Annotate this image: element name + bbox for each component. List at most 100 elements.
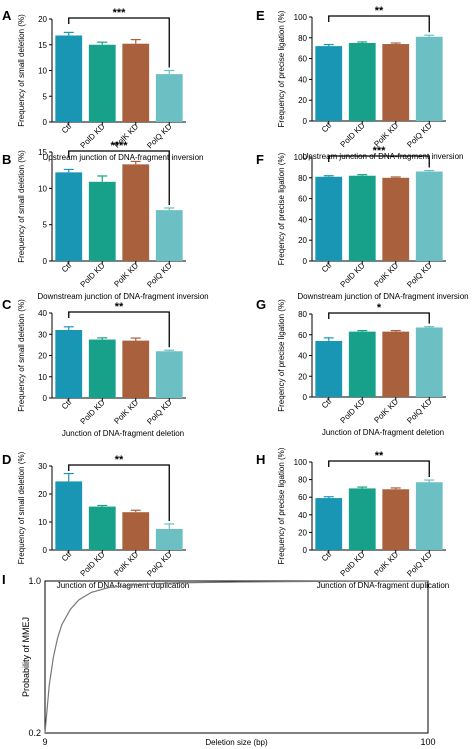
x-tick-label: Ctl (60, 261, 73, 274)
significance-bracket (68, 311, 170, 348)
bar (55, 481, 83, 550)
bar (122, 340, 150, 398)
x-tick-label: PolK KD (112, 550, 140, 578)
bar (315, 340, 343, 397)
x-axis-label: Downstream junction of DNA-fragment inve… (297, 292, 468, 301)
bar (415, 482, 443, 550)
x-tick-label: PolD KD (339, 550, 367, 578)
y-tick-label: 40 (298, 215, 307, 224)
y-tick-label: 15 (38, 148, 47, 157)
bar (348, 43, 376, 121)
x-axis-label: Junction of DNA-fragment duplication (317, 581, 450, 590)
bar (55, 35, 83, 123)
y-tick-label: 60 (298, 493, 307, 502)
y-tick-label: 0.2 (28, 728, 41, 738)
y-tick-label: 0 (43, 546, 48, 555)
x-tick-label: PolK KD (112, 398, 140, 426)
y-tick-label: 100 (294, 458, 308, 467)
significance-bracket (328, 460, 430, 478)
x-tick-label: 9 (42, 737, 47, 747)
bar (55, 172, 83, 261)
y-tick-label: 60 (298, 195, 307, 204)
panel-letter: G (256, 297, 266, 312)
y-axis-label: Frequency of small deletion (%) (17, 14, 26, 127)
y-tick-label: 0 (303, 393, 308, 402)
panel-letter: H (256, 452, 265, 467)
significance-label: *** (373, 145, 387, 157)
bar (155, 210, 183, 261)
significance-label: ** (115, 454, 124, 466)
significance-label: ** (115, 301, 124, 313)
bar (155, 74, 183, 122)
panel-letter: B (2, 152, 11, 167)
x-tick-label: PolK KD (372, 261, 400, 289)
bar (348, 331, 376, 397)
y-tick-label: 5 (43, 221, 48, 230)
y-tick-label: 0 (43, 394, 48, 403)
x-tick-label: Ctl (60, 398, 73, 411)
y-axis-label: Freqency of precise ligation (%) (277, 152, 286, 265)
x-axis-label: Downstream junction of DNA-fragment inve… (37, 292, 208, 301)
significance-bracket (328, 155, 430, 168)
panel-letter: D (2, 452, 11, 467)
y-tick-label: 0 (303, 117, 308, 126)
bar (155, 351, 183, 398)
mmej-probability-line (44, 580, 429, 734)
y-tick-label: 20 (298, 96, 307, 105)
bar (382, 489, 410, 550)
y-tick-label: 40 (298, 75, 307, 84)
significance-label: ** (375, 5, 384, 17)
y-tick-label: 20 (38, 352, 47, 361)
plot-frame (44, 580, 429, 734)
bar (382, 331, 410, 397)
bar (415, 327, 443, 397)
bar (348, 175, 376, 261)
y-tick-label: 1.0 (28, 576, 41, 586)
x-tick-label: 100 (420, 737, 435, 747)
y-axis-label: Freqency of precise ligation (%) (277, 299, 286, 412)
x-tick-label: PolQ KD (145, 261, 174, 290)
x-tick-label: PolD KD (79, 122, 107, 150)
x-tick-label: PolD KD (79, 398, 107, 426)
x-tick-label: PolQ KD (405, 261, 434, 290)
bar (348, 488, 376, 550)
x-tick-label: PolK KD (372, 397, 400, 425)
bar (382, 44, 410, 121)
bar (415, 36, 443, 122)
y-tick-label: 5 (43, 92, 48, 101)
significance-label: **** (110, 140, 128, 152)
bar (155, 529, 183, 550)
x-tick-label: PolQ KD (145, 122, 174, 151)
bar (122, 512, 150, 550)
y-tick-label: 20 (38, 490, 47, 499)
x-tick-label: Ctl (320, 397, 333, 410)
y-tick-label: 80 (298, 476, 307, 485)
y-tick-label: 0 (303, 546, 308, 555)
y-tick-label: 100 (294, 13, 308, 22)
x-tick-label: PolD KD (339, 397, 367, 425)
bar (415, 171, 443, 261)
bar (315, 46, 343, 122)
y-tick-label: 20 (298, 372, 307, 381)
x-tick-label: PolD KD (339, 121, 367, 149)
y-tick-label: 20 (38, 15, 47, 24)
significance-bracket (68, 464, 170, 521)
x-axis-label: Junction of DNA-fragment deletion (62, 429, 184, 438)
x-tick-label: PolD KD (339, 261, 367, 289)
x-tick-label: Ctl (320, 261, 333, 274)
y-tick-label: 80 (298, 310, 307, 319)
y-axis-label: Frequency of precise ligation (%) (277, 10, 286, 127)
y-tick-label: 20 (298, 236, 307, 245)
y-tick-label: 15 (38, 41, 47, 50)
bar (88, 181, 116, 261)
x-tick-label: Ctl (60, 550, 73, 563)
y-tick-label: 10 (38, 184, 47, 193)
significance-bracket (328, 15, 430, 33)
bar (382, 177, 410, 261)
significance-bracket (328, 312, 430, 324)
significance-label: *** (113, 7, 127, 19)
y-tick-label: 40 (38, 309, 47, 318)
bar (88, 44, 116, 122)
y-axis-label: Frequency of small deletion (%) (17, 299, 26, 412)
